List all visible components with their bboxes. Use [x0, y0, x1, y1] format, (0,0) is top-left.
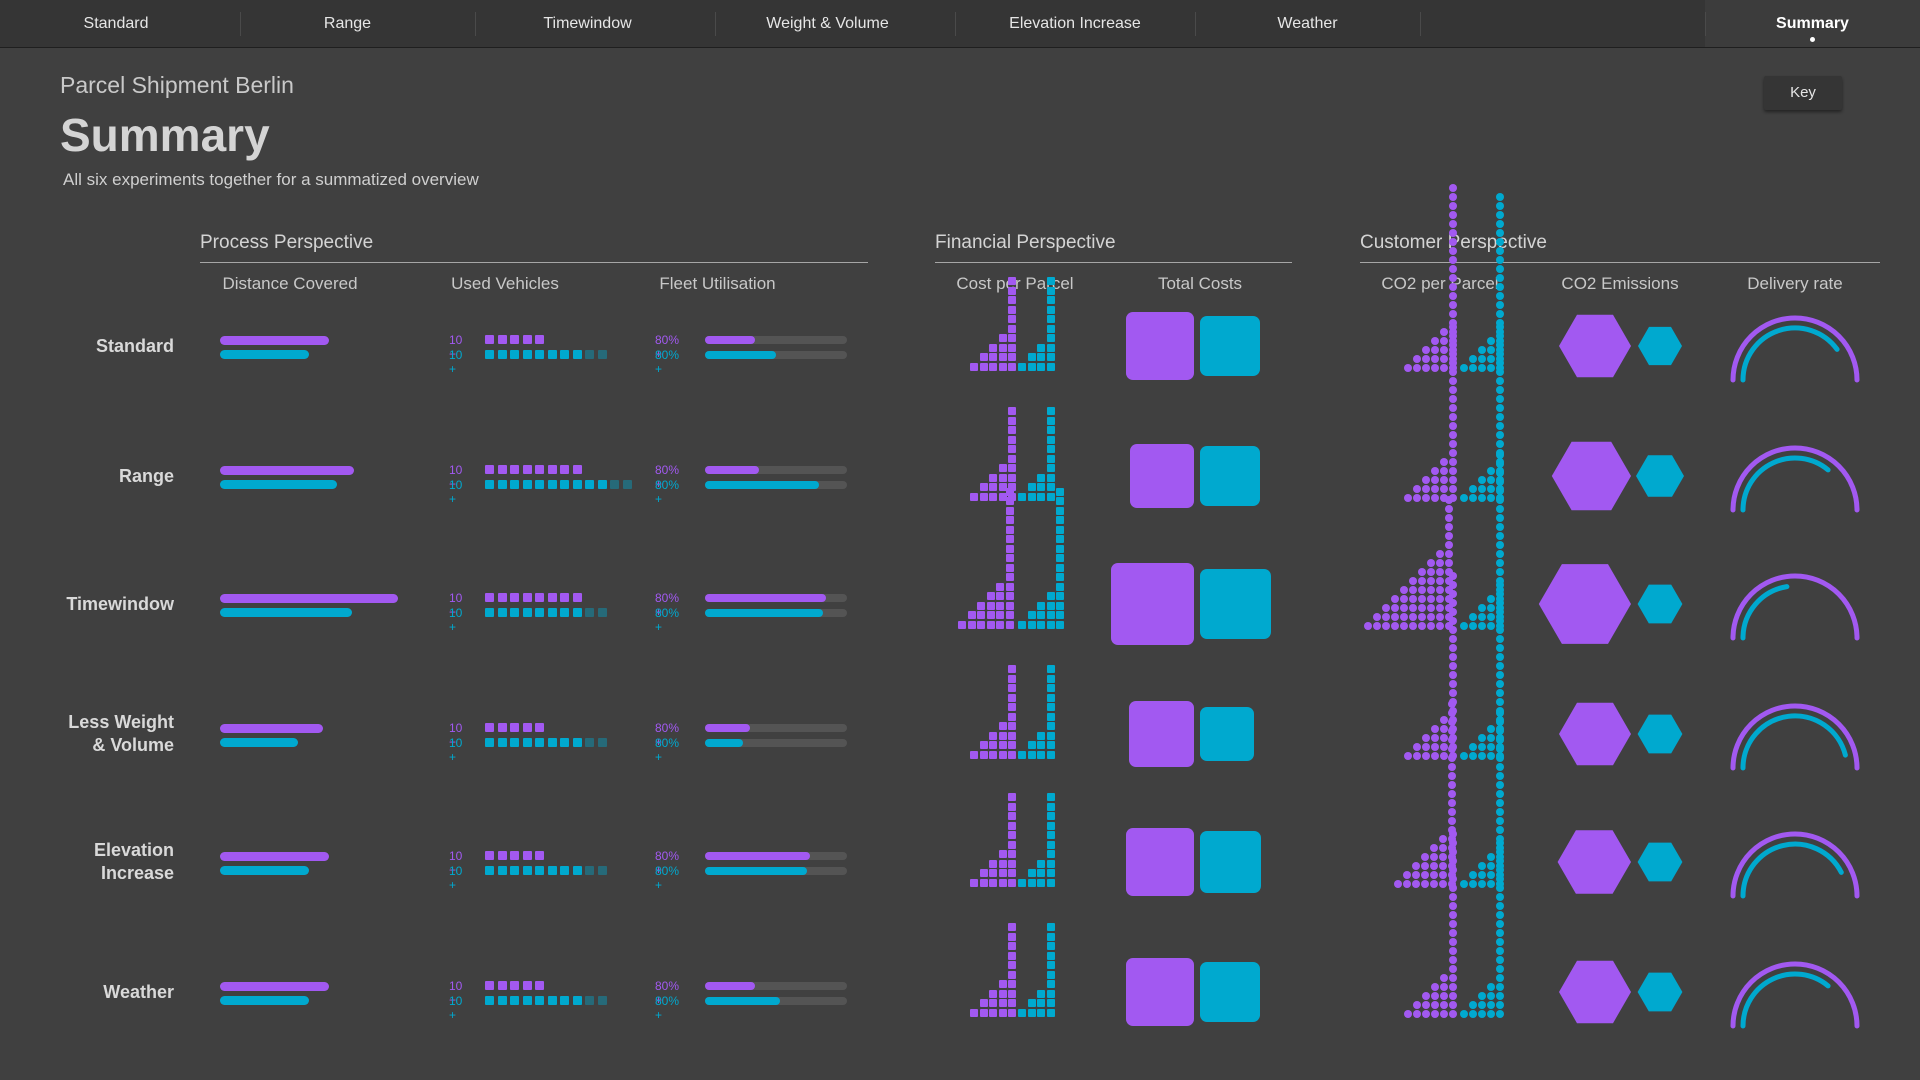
- co2-hexagon-purple: [1559, 961, 1631, 1023]
- co2-hexagon-cyan: [1638, 973, 1683, 1012]
- row-graphics: [0, 0, 1920, 1080]
- delivery-arc-cyan: [1743, 974, 1828, 1026]
